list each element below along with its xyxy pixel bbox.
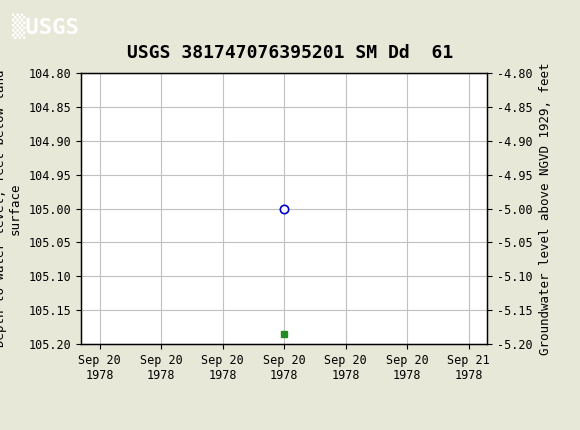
Legend: Period of approved data: Period of approved data [179,429,390,430]
Y-axis label: Depth to water level, feet below land
surface: Depth to water level, feet below land su… [0,70,22,347]
Text: USGS 381747076395201 SM Dd  61: USGS 381747076395201 SM Dd 61 [127,44,453,62]
Y-axis label: Groundwater level above NGVD 1929, feet: Groundwater level above NGVD 1929, feet [539,62,553,355]
Text: ▒USGS: ▒USGS [12,13,78,39]
